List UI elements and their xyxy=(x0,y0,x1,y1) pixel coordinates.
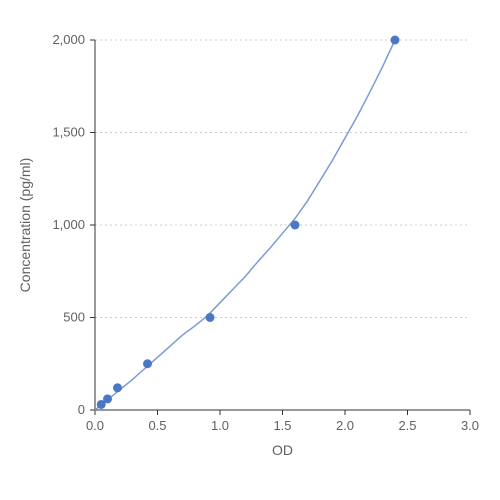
y-axis-title: Concentration (pg/ml) xyxy=(17,158,33,293)
chart-background xyxy=(0,0,500,500)
data-point xyxy=(113,383,122,392)
x-tick-label: 2.0 xyxy=(336,418,354,433)
x-tick-label: 2.5 xyxy=(398,418,416,433)
x-tick-label: 0.0 xyxy=(86,418,104,433)
y-tick-label: 1,500 xyxy=(52,125,85,140)
x-tick-label: 3.0 xyxy=(461,418,479,433)
data-point xyxy=(391,36,400,45)
y-tick-label: 1,000 xyxy=(52,217,85,232)
data-point xyxy=(103,394,112,403)
standard-curve-chart: 0.0 0.5 1.0 1.5 2.0 2.5 3.0 0 500 1,000 1,500 2,000… xyxy=(0,0,500,500)
data-point xyxy=(143,359,152,368)
y-tick-label: 0 xyxy=(78,402,85,417)
x-tick-label: 0.5 xyxy=(148,418,166,433)
data-point xyxy=(291,221,300,230)
chart-container: 0.0 0.5 1.0 1.5 2.0 2.5 3.0 0 500 1,000 1,500 2,000… xyxy=(0,0,500,500)
x-axis-title: OD xyxy=(272,442,293,458)
y-tick-label: 500 xyxy=(63,310,85,325)
x-tick-label: 1.0 xyxy=(211,418,229,433)
data-point xyxy=(206,313,215,322)
x-tick-label: 1.5 xyxy=(273,418,291,433)
y-tick-label: 2,000 xyxy=(52,32,85,47)
